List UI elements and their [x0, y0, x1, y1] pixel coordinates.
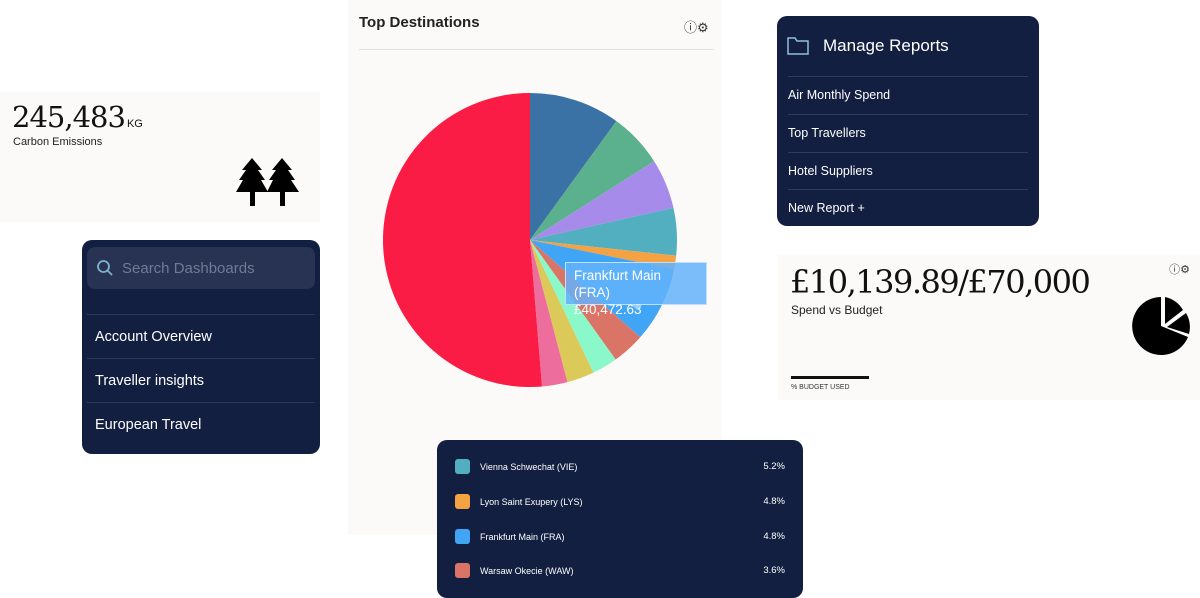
tooltip-name: Frankfurt Main (FRA)	[574, 268, 662, 300]
reports-title: Manage Reports	[823, 36, 949, 55]
dashboard-item-european-travel[interactable]: European Travel	[87, 402, 315, 446]
budget-bar-label: % BUDGET USED	[791, 384, 850, 391]
legend-swatch	[455, 563, 470, 578]
legend-row[interactable]: Lyon Saint Exupery (LYS) 4.8%	[455, 494, 785, 509]
carbon-emissions-card: 245,483 KG Carbon Emissions	[0, 92, 320, 222]
manage-reports-panel: Manage Reports Air Monthly Spend Top Tra…	[777, 16, 1039, 226]
info-icon[interactable]: ⓘ	[684, 20, 698, 35]
pie-slice-1[interactable]	[530, 121, 655, 240]
search-icon	[97, 260, 113, 276]
report-air-monthly-spend[interactable]: Air Monthly Spend	[788, 76, 1028, 114]
spend-vs-budget-card: £10,139.89/£70,000 Spend vs Budget ⓘ⚙ % …	[778, 255, 1200, 400]
legend-pct: 4.8%	[763, 531, 785, 542]
new-report-button[interactable]: New Report +	[788, 189, 1028, 227]
legend-row[interactable]: Warsaw Okecie (WAW) 3.6%	[455, 563, 785, 578]
dashboards-panel: Search Dashboards Account Overview Trave…	[82, 240, 320, 454]
pie-chart-icon	[1132, 297, 1190, 355]
carbon-unit: KG	[126, 118, 143, 130]
destinations-legend: Vienna Schwechat (VIE) 5.2% Lyon Saint Ex…	[437, 440, 803, 598]
search-placeholder: Search Dashboards	[122, 259, 255, 277]
divider	[359, 49, 714, 50]
pie-slice-10[interactable]	[383, 93, 542, 387]
gear-icon[interactable]: ⚙	[697, 20, 709, 35]
legend-pct: 3.6%	[763, 565, 785, 576]
legend-swatch	[455, 529, 470, 544]
legend-name: Warsaw Okecie (WAW)	[480, 565, 574, 576]
pie-slice-2[interactable]	[530, 161, 674, 240]
search-input[interactable]: Search Dashboards	[87, 247, 315, 289]
folder-icon	[787, 37, 809, 55]
carbon-value: 245,483 KG	[12, 100, 143, 134]
report-top-travellers[interactable]: Top Travellers	[788, 114, 1028, 152]
pie-slice-7[interactable]	[530, 240, 616, 373]
tooltip-value: £40,472.63	[574, 302, 642, 317]
budget-label: Spend vs Budget	[791, 303, 883, 317]
dashboard-item-traveller-insights[interactable]: Traveller insights	[87, 358, 315, 402]
trees-icon	[236, 158, 299, 206]
legend-pct: 5.2%	[763, 461, 785, 472]
pie-slice-9[interactable]	[530, 240, 568, 387]
gear-icon[interactable]: ⚙	[1180, 264, 1190, 276]
legend-pct: 4.8%	[763, 496, 785, 507]
legend-swatch	[455, 494, 470, 509]
chart-title: Top Destinations	[359, 14, 480, 31]
budget-value: £10,139.89/£70,000	[790, 263, 1091, 301]
pie-slice-8[interactable]	[530, 240, 594, 383]
legend-swatch	[455, 459, 470, 474]
legend-row[interactable]: Frankfurt Main (FRA) 4.8%	[455, 529, 785, 544]
chart-tooltip: Frankfurt Main (FRA) £40,472.63	[565, 262, 707, 317]
legend-name: Vienna Schwechat (VIE)	[480, 461, 578, 472]
dashboard-item-account-overview[interactable]: Account Overview	[87, 314, 315, 358]
legend-row[interactable]: Vienna Schwechat (VIE) 5.2%	[455, 459, 785, 474]
report-hotel-suppliers[interactable]: Hotel Suppliers	[788, 152, 1028, 190]
carbon-label: Carbon Emissions	[13, 136, 103, 148]
info-icon[interactable]: ⓘ	[1169, 264, 1181, 276]
budget-progress-bar	[791, 376, 869, 379]
legend-name: Lyon Saint Exupery (LYS)	[480, 496, 583, 507]
pie-slice-vienna-schwechat-vie[interactable]	[530, 207, 677, 256]
pie-slice-0[interactable]	[530, 93, 617, 240]
legend-name: Frankfurt Main (FRA)	[480, 531, 565, 542]
